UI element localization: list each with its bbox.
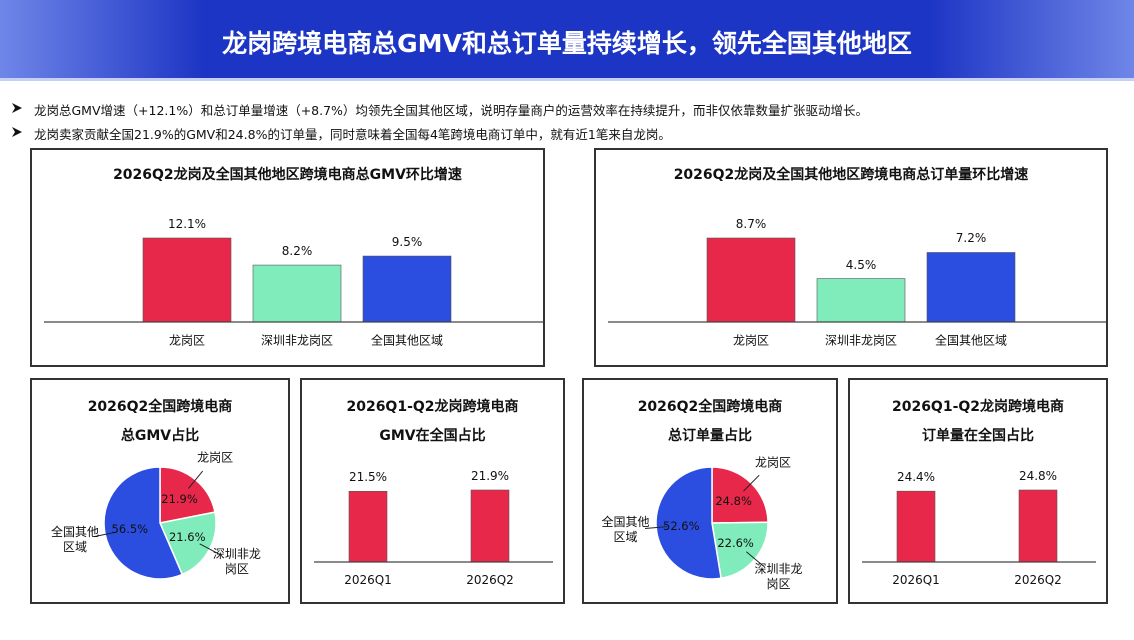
bullet-icon bbox=[12, 127, 22, 137]
chart-title: 2026Q1-Q2龙岗跨境电商 bbox=[891, 399, 1065, 415]
bar bbox=[142, 237, 232, 323]
x-tick-label: 全国其他区域 bbox=[370, 333, 444, 348]
bullet: 龙岗卖家贡献全国21.9%的GMV和24.8%的订单量，同时意味着全国每4笔跨境… bbox=[12, 124, 671, 143]
category-label: 深圳非龙岗区 bbox=[212, 547, 261, 577]
category-label: 龙岗区 bbox=[754, 455, 791, 470]
chart-panel: 2026Q2龙岗及全国其他地区跨境电商总订单量环比增速 8.7% 龙岗区 4.5% 深圳… bbox=[594, 148, 1108, 367]
x-tick-label: 深圳非龙岗区 bbox=[260, 333, 334, 348]
value-label: 21.6% bbox=[168, 530, 206, 545]
value-label: 9.5% bbox=[391, 235, 423, 250]
bullet-text: 龙岗总GMV增速（+12.1%）和总订单量增速（+8.7%）均领先全国其他区域，… bbox=[34, 103, 868, 118]
bullet-icon bbox=[12, 103, 22, 113]
leader-line bbox=[188, 470, 204, 489]
value-label: 21.9% bbox=[161, 492, 198, 507]
value-label: 24.8% bbox=[715, 494, 752, 509]
x-tick-label: 全国其他区域 bbox=[934, 333, 1008, 348]
bar bbox=[252, 264, 342, 323]
category-label: 深圳非龙岗区 bbox=[754, 561, 803, 591]
x-tick-label: 2026Q1 bbox=[344, 573, 392, 587]
leader-line bbox=[94, 531, 117, 538]
bar bbox=[706, 237, 796, 323]
x-tick-label: 深圳非龙岗区 bbox=[824, 333, 898, 348]
bar bbox=[1018, 489, 1058, 563]
value-label: 22.6% bbox=[717, 535, 754, 550]
chart-panel: 2026Q2全国跨境电商 总订单量占比 24.8% 龙岗区 22.6% 深圳非龙岗区 52.… bbox=[582, 378, 838, 604]
leader-line bbox=[199, 543, 220, 555]
chart-title: 2026Q2全国跨境电商 bbox=[87, 399, 233, 415]
chart-title: 2026Q2龙岗及全国其他地区跨境电商总GMV环比增速 bbox=[113, 167, 462, 183]
leader-line bbox=[743, 474, 760, 492]
value-label: 24.8% bbox=[1018, 469, 1058, 483]
value-label: 56.5% bbox=[111, 522, 149, 537]
x-tick-label: 2026Q1 bbox=[892, 573, 940, 587]
category-label: 全国其他区域 bbox=[601, 514, 650, 544]
x-tick-label: 龙岗区 bbox=[168, 333, 206, 348]
chart bbox=[44, 237, 543, 323]
value-label: 24.4% bbox=[896, 470, 936, 485]
leader-line bbox=[644, 526, 668, 529]
chart-title: 总GMV占比 bbox=[120, 428, 200, 444]
chart-panel: 2026Q2龙岗及全国其他地区跨境电商总GMV环比增速 12.1% 龙岗区 8.2% 深… bbox=[30, 148, 545, 367]
slide-title: 龙岗跨境电商总GMV和总订单量持续增长，领先全国其他地区 bbox=[222, 29, 912, 58]
chart-title: 总订单量占比 bbox=[668, 428, 752, 444]
value-label: 12.1% bbox=[167, 217, 207, 231]
value-label: 52.6% bbox=[663, 518, 700, 533]
chart bbox=[862, 489, 1096, 563]
chart-panel: 2026Q1-Q2龙岗跨境电商 GMV在全国占比 21.5% 2026Q1 21.9% 2… bbox=[300, 378, 565, 604]
bar bbox=[896, 490, 936, 563]
bullet: 龙岗总GMV增速（+12.1%）和总订单量增速（+8.7%）均领先全国其他区域，… bbox=[12, 100, 868, 119]
chart bbox=[644, 466, 769, 580]
value-label: 7.2% bbox=[955, 231, 987, 246]
value-label: 21.5% bbox=[348, 470, 388, 485]
chart-title: 2026Q2龙岗及全国其他地区跨境电商总订单量环比增速 bbox=[673, 167, 1029, 183]
chart bbox=[608, 237, 1106, 323]
x-tick-label: 龙岗区 bbox=[732, 333, 770, 348]
bullet-text: 龙岗卖家贡献全国21.9%的GMV和24.8%的订单量，同时意味着全国每4笔跨境… bbox=[34, 127, 671, 142]
category-label: 龙岗区 bbox=[197, 450, 234, 465]
value-label: 8.2% bbox=[281, 244, 313, 259]
leader-line bbox=[746, 551, 764, 567]
chart-panel: 2026Q2全国跨境电商 总GMV占比 21.9% 龙岗区 21.6% 深圳非龙岗区 56.… bbox=[30, 378, 290, 604]
value-label: 21.9% bbox=[470, 469, 510, 483]
x-tick-label: 2026Q2 bbox=[466, 573, 514, 587]
category-label: 全国其他区域 bbox=[50, 525, 99, 555]
chart-title: GMV在全国占比 bbox=[379, 428, 486, 444]
header: 龙岗跨境电商总GMV和总订单量持续增长，领先全国其他地区 bbox=[0, 0, 1134, 81]
chart-title: 2026Q2全国跨境电商 bbox=[637, 399, 783, 415]
bar bbox=[470, 489, 510, 563]
x-tick-label: 2026Q2 bbox=[1014, 573, 1062, 587]
chart bbox=[94, 466, 220, 580]
bar bbox=[348, 491, 388, 563]
bar bbox=[926, 252, 1016, 323]
bar bbox=[362, 255, 452, 323]
value-label: 4.5% bbox=[845, 257, 877, 272]
chart-title: 2026Q1-Q2龙岗跨境电商 bbox=[346, 399, 519, 415]
chart-panel: 2026Q1-Q2龙岗跨境电商 订单量在全国占比 24.4% 2026Q1 24.8% 2… bbox=[848, 378, 1108, 604]
value-label: 8.7% bbox=[735, 217, 767, 231]
bar bbox=[816, 278, 906, 323]
chart-title: 订单量在全国占比 bbox=[922, 428, 1034, 444]
chart bbox=[314, 489, 553, 563]
